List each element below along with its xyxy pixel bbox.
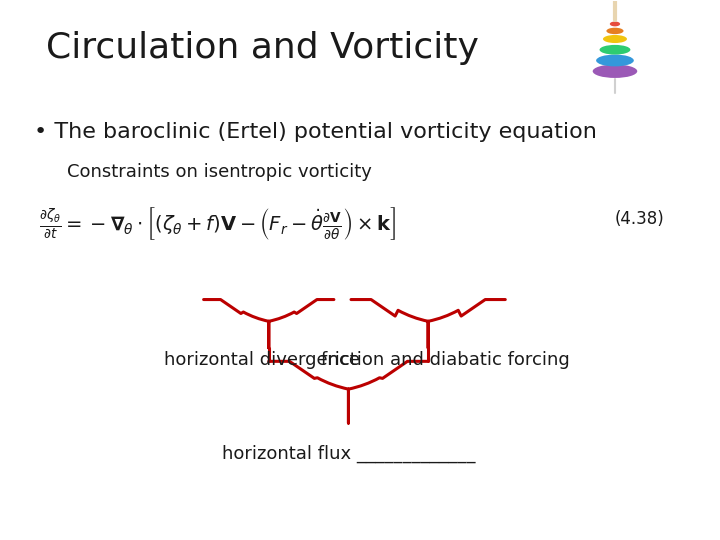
Ellipse shape (596, 55, 634, 66)
Text: horizontal divergence: horizontal divergence (164, 350, 360, 369)
Text: Constraints on isentropic vorticity: Constraints on isentropic vorticity (66, 163, 372, 180)
Text: Circulation and Vorticity: Circulation and Vorticity (46, 31, 479, 65)
Text: • The baroclinic (Ertel) potential vorticity equation: • The baroclinic (Ertel) potential vorti… (35, 122, 597, 142)
Text: horizontal flux _____________: horizontal flux _____________ (222, 444, 475, 463)
Ellipse shape (600, 45, 631, 55)
Text: friction and diabatic forcing: friction and diabatic forcing (321, 350, 570, 369)
Text: (4.38): (4.38) (615, 210, 665, 228)
Ellipse shape (606, 28, 624, 34)
Ellipse shape (603, 35, 627, 43)
Ellipse shape (593, 64, 637, 78)
Ellipse shape (610, 22, 620, 26)
Text: $\frac{\partial \zeta_\theta}{\partial t} = -\boldsymbol{\nabla}_\theta \cdot\le: $\frac{\partial \zeta_\theta}{\partial t… (39, 206, 396, 242)
